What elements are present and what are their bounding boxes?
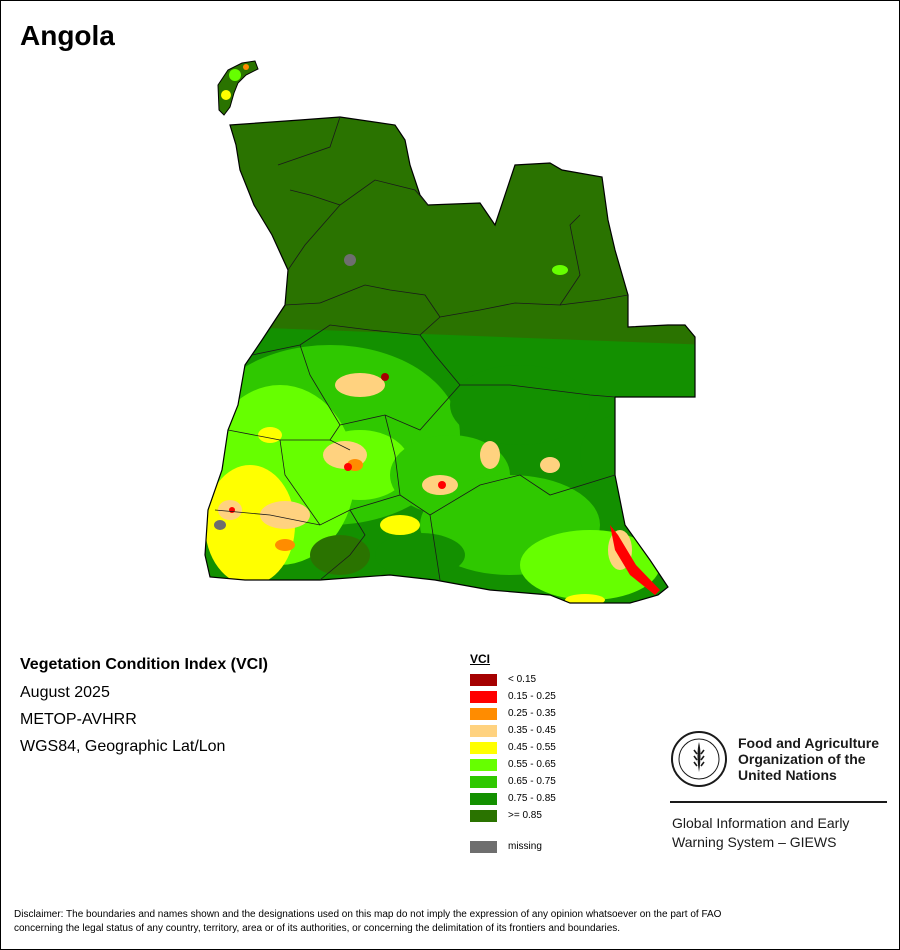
legend-label: 0.75 - 0.85 (508, 793, 556, 804)
legend-swatch (470, 758, 497, 771)
disclaimer: Disclaimer: The boundaries and names sho… (14, 908, 884, 936)
legend-label: < 0.15 (508, 674, 537, 685)
legend-label: 0.35 - 0.45 (508, 725, 556, 736)
legend-item: 0.45 - 0.55 (470, 739, 556, 756)
legend-swatch (470, 673, 497, 686)
legend-item: 0.25 - 0.35 (470, 705, 556, 722)
legend-item: 0.75 - 0.85 (470, 790, 556, 807)
index-name: Vegetation Condition Index (VCI) (20, 656, 268, 673)
legend-swatch (470, 840, 497, 853)
vci-map (190, 55, 710, 615)
legend-item: < 0.15 (470, 671, 556, 688)
vci-legend: VCI < 0.15 0.15 - 0.25 0.25 - 0.35 0.35 … (470, 652, 556, 855)
legend-swatch (470, 724, 497, 737)
giews-line: Warning System – GIEWS (672, 834, 837, 850)
legend-swatch (470, 707, 497, 720)
fao-emblem-icon (671, 731, 727, 787)
legend-label: >= 0.85 (508, 810, 542, 821)
legend-title: VCI (470, 652, 491, 666)
legend-swatch (470, 690, 497, 703)
map-info-block: Vegetation Condition Index (VCI) August … (20, 656, 268, 765)
legend-label: 0.65 - 0.75 (508, 776, 556, 787)
legend-item: >= 0.85 (470, 807, 556, 824)
map-title: Angola (20, 20, 115, 51)
projection-label: WGS84, Geographic Lat/Lon (20, 738, 226, 755)
giews-name: Global Information and Early Warning Sys… (672, 814, 849, 852)
legend-item: 0.55 - 0.65 (470, 756, 556, 773)
giews-line: Global Information and Early (672, 815, 850, 831)
legend-item: 0.65 - 0.75 (470, 773, 556, 790)
legend-item-missing: missing (470, 838, 556, 855)
fao-divider (670, 801, 887, 803)
province-boundaries (214, 116, 629, 581)
sensor-label: METOP-AVHRR (20, 711, 137, 728)
legend-label: 0.45 - 0.55 (508, 742, 556, 753)
legend-swatch (470, 775, 497, 788)
fao-org-line: Organization of the (738, 751, 866, 767)
legend-swatch (470, 792, 497, 805)
legend-label: 0.15 - 0.25 (508, 691, 556, 702)
legend-swatch (470, 809, 497, 822)
disclaimer-line: Disclaimer: The boundaries and names sho… (14, 909, 722, 920)
mainland-region (205, 117, 695, 603)
disclaimer-line: concerning the legal status of any count… (14, 923, 621, 934)
fao-org-name: Food and Agriculture Organization of the… (738, 735, 879, 783)
fao-block: Food and Agriculture Organization of the… (670, 730, 890, 860)
legend-label: 0.55 - 0.65 (508, 759, 556, 770)
legend-list: < 0.15 0.15 - 0.25 0.25 - 0.35 0.35 - 0.… (470, 671, 556, 855)
fao-org-line: Food and Agriculture (738, 735, 880, 751)
period-label: August 2025 (20, 684, 110, 701)
angola-map-svg (204, 60, 696, 604)
legend-swatch (470, 741, 497, 754)
cabinda-region (218, 61, 258, 115)
legend-label: 0.25 - 0.35 (508, 708, 556, 719)
legend-item: 0.15 - 0.25 (470, 688, 556, 705)
legend-item: 0.35 - 0.45 (470, 722, 556, 739)
legend-label: missing (508, 841, 542, 852)
fao-org-line: United Nations (738, 767, 837, 783)
